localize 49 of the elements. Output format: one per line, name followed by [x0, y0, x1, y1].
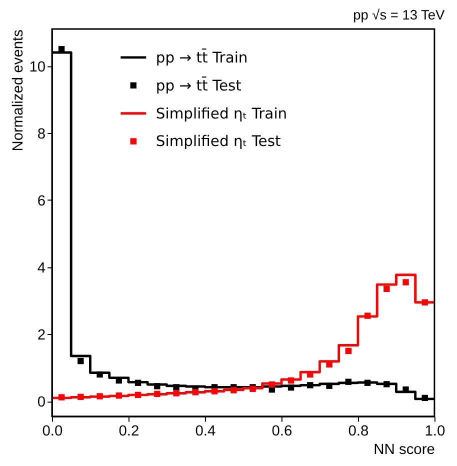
x-tick-label: 0.8	[348, 424, 369, 440]
legend-label: Simplified ηₜ Test	[156, 133, 282, 150]
point	[422, 394, 428, 402]
point	[78, 358, 84, 364]
point	[58, 394, 65, 400]
point	[173, 384, 180, 390]
legend-label: Simplified ηₜ Train	[156, 105, 288, 122]
point	[154, 383, 160, 390]
point	[384, 286, 390, 292]
point	[384, 381, 390, 388]
point	[116, 392, 122, 399]
point	[173, 390, 180, 396]
y-tick-label: 10	[29, 59, 46, 76]
point	[134, 380, 142, 386]
x-tick-label: 0.0	[42, 424, 63, 440]
x-tick-label: 0.2	[118, 424, 140, 440]
x-tick-label: 0.4	[195, 424, 216, 440]
y-tick-label: 2	[37, 328, 46, 344]
legend-label: pp → tt̄ Train	[156, 48, 248, 66]
point	[288, 384, 294, 391]
point	[288, 377, 294, 384]
point	[364, 312, 371, 319]
point	[345, 348, 352, 354]
point	[211, 388, 218, 394]
point	[345, 378, 352, 385]
point	[154, 390, 160, 398]
point	[134, 392, 142, 398]
legend-label: pp → tt̄ Test	[156, 76, 242, 94]
point	[192, 389, 199, 396]
x-tick-label: 0.6	[272, 424, 292, 440]
x-tick-label: 1.0	[424, 424, 446, 440]
y-tick-label: 4	[37, 260, 46, 277]
point	[364, 380, 371, 386]
point	[326, 382, 332, 389]
y-axis-title: Normalized events	[10, 30, 26, 152]
point	[422, 299, 428, 306]
chart-title: pp √s = 13 TeV	[353, 7, 446, 22]
point	[230, 387, 237, 394]
point	[58, 46, 65, 52]
point	[307, 382, 314, 388]
point	[78, 394, 84, 400]
point	[96, 371, 103, 378]
y-tick-label: 8	[37, 126, 46, 142]
x-axis-title: NN score	[374, 442, 435, 458]
point	[268, 381, 275, 388]
point	[402, 279, 409, 286]
point	[96, 393, 103, 400]
y-tick-label: 6	[37, 193, 46, 210]
y-tick-label: 0	[37, 394, 46, 411]
